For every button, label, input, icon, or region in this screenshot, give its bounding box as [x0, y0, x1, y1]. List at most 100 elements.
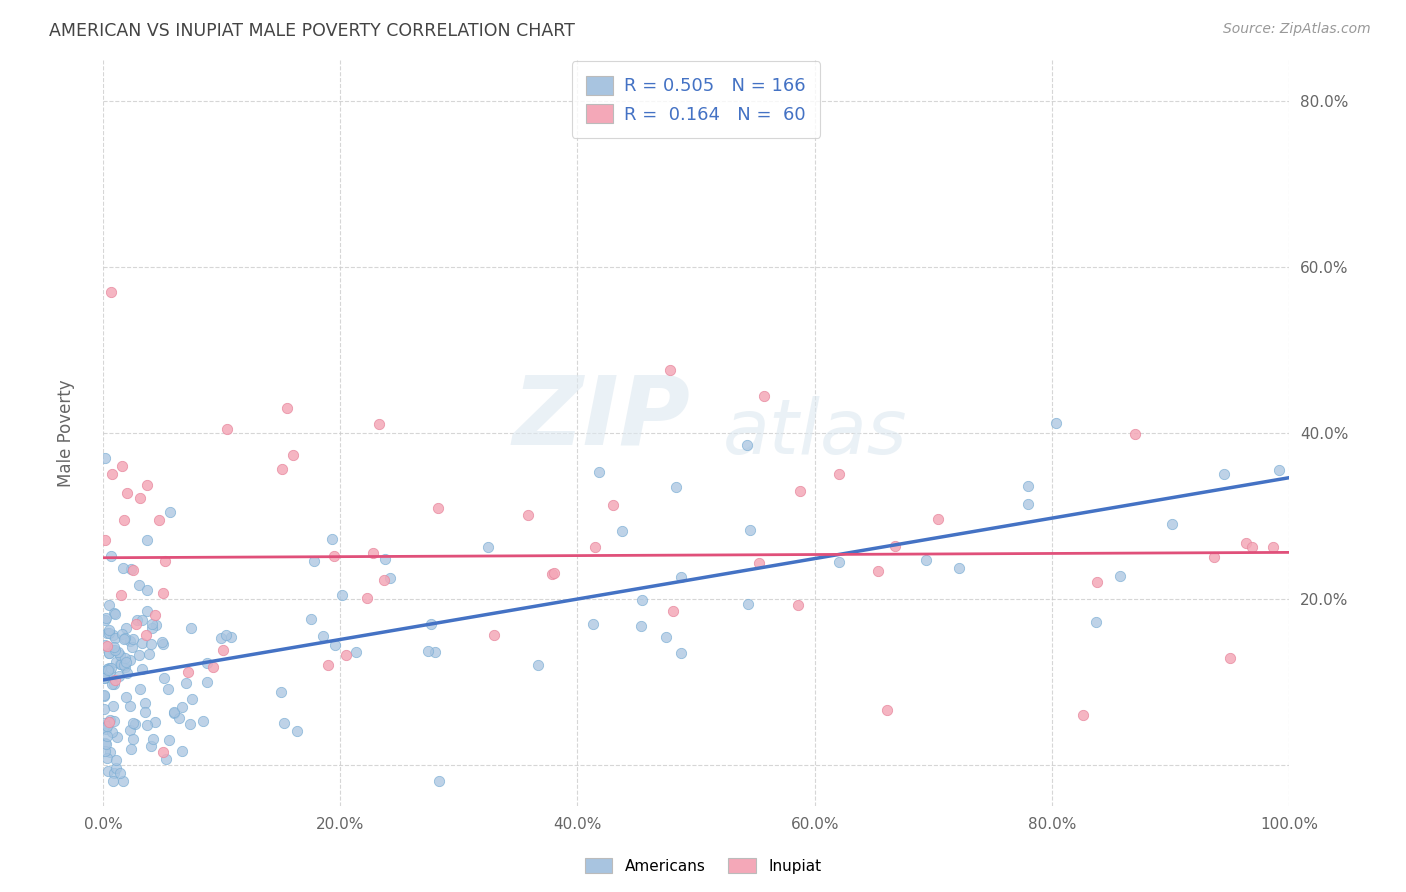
Point — [543, 566, 565, 580]
Point — [98, 624, 121, 638]
Point — [368, 417, 391, 431]
Point — [374, 552, 396, 566]
Point — [101, 467, 124, 481]
Point — [117, 485, 139, 500]
Point — [117, 665, 139, 680]
Point — [669, 570, 692, 584]
Point — [1045, 416, 1067, 430]
Point — [98, 715, 121, 730]
Point — [948, 561, 970, 575]
Point — [104, 632, 127, 646]
Point — [1161, 516, 1184, 531]
Point — [128, 648, 150, 662]
Point — [155, 752, 177, 766]
Point — [737, 597, 759, 611]
Point — [94, 638, 117, 652]
Point — [118, 633, 141, 648]
Point — [96, 719, 118, 733]
Point — [143, 714, 166, 729]
Point — [316, 658, 339, 673]
Point — [423, 645, 446, 659]
Point — [156, 681, 179, 696]
Point — [96, 750, 118, 764]
Text: ZIP: ZIP — [512, 371, 690, 465]
Point — [111, 627, 134, 641]
Point — [103, 766, 125, 780]
Point — [128, 578, 150, 592]
Point — [105, 655, 128, 669]
Point — [658, 363, 681, 377]
Point — [610, 524, 633, 538]
Point — [630, 592, 652, 607]
Point — [100, 661, 122, 675]
Point — [209, 631, 232, 645]
Point — [167, 711, 190, 725]
Point — [738, 524, 761, 538]
Point — [115, 621, 138, 635]
Point — [179, 716, 201, 731]
Point — [1212, 467, 1234, 482]
Point — [94, 737, 117, 751]
Point — [419, 617, 441, 632]
Legend: R = 0.505   N = 166, R =  0.164   N =  60: R = 0.505 N = 166, R = 0.164 N = 60 — [572, 62, 820, 138]
Point — [114, 660, 136, 674]
Point — [195, 675, 218, 690]
Point — [101, 677, 124, 691]
Legend: Americans, Inupiat: Americans, Inupiat — [579, 852, 827, 880]
Point — [517, 508, 540, 523]
Point — [152, 671, 174, 685]
Point — [103, 642, 125, 657]
Point — [344, 645, 367, 659]
Point — [427, 774, 450, 789]
Point — [104, 643, 127, 657]
Point — [356, 591, 378, 606]
Point — [323, 638, 346, 652]
Point — [114, 631, 136, 645]
Point — [215, 422, 238, 436]
Point — [630, 619, 652, 633]
Point — [136, 478, 159, 492]
Point — [1240, 540, 1263, 554]
Point — [96, 626, 118, 640]
Point — [1234, 536, 1257, 550]
Point — [135, 628, 157, 642]
Point — [127, 613, 149, 627]
Point — [141, 637, 163, 651]
Point — [96, 611, 118, 625]
Point — [582, 616, 605, 631]
Point — [105, 760, 128, 774]
Text: atlas: atlas — [723, 396, 907, 470]
Point — [120, 561, 142, 575]
Point — [98, 745, 121, 759]
Point — [181, 692, 204, 706]
Point — [138, 647, 160, 661]
Point — [96, 639, 118, 653]
Point — [883, 539, 905, 553]
Point — [134, 696, 156, 710]
Point — [153, 554, 176, 568]
Point — [1108, 569, 1130, 583]
Point — [135, 604, 157, 618]
Point — [477, 540, 499, 554]
Point — [97, 764, 120, 778]
Point — [427, 501, 450, 516]
Point — [114, 651, 136, 665]
Point — [131, 635, 153, 649]
Point — [828, 555, 851, 569]
Point — [98, 646, 121, 660]
Point — [914, 553, 936, 567]
Point — [129, 682, 152, 697]
Point — [122, 632, 145, 646]
Point — [122, 732, 145, 747]
Point — [221, 630, 243, 644]
Point — [541, 566, 564, 581]
Point — [174, 675, 197, 690]
Point — [1017, 497, 1039, 511]
Point — [276, 401, 298, 416]
Point — [93, 702, 115, 716]
Point — [662, 603, 685, 617]
Point — [97, 646, 120, 660]
Point — [273, 716, 295, 731]
Text: Source: ZipAtlas.com: Source: ZipAtlas.com — [1223, 22, 1371, 37]
Point — [143, 607, 166, 622]
